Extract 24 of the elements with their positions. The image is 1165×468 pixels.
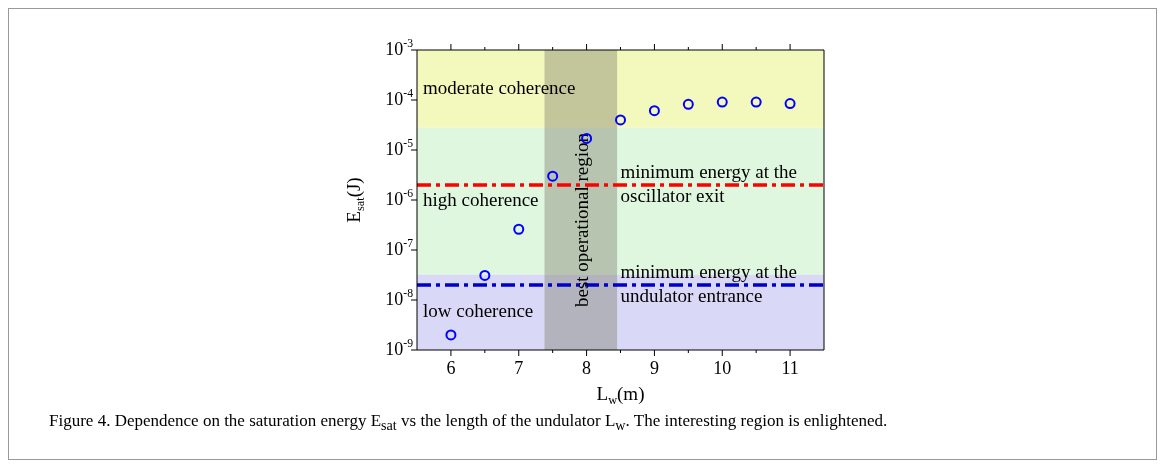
- point: [479, 269, 491, 281]
- point: [784, 98, 796, 110]
- caption: Figure 4. Dependence on the saturation energy E$_{sat}$ vs the length of the undulator L$_{w}$. The interesting region is enlightened.: [49, 411, 888, 435]
- y-axis-title: Esat(J): [342, 177, 367, 223]
- ref-line-label: minimum energy at the undulator entrance: [620, 260, 797, 306]
- point: [648, 105, 660, 117]
- band-label: low coherence: [423, 300, 534, 322]
- band-label: best operational region: [570, 132, 592, 308]
- band-label: high coherence: [423, 189, 539, 211]
- x-tick-label: 10: [713, 357, 732, 378]
- x-tick-label: 8: [582, 357, 592, 378]
- point: [547, 170, 559, 182]
- x-tick-label: 11: [781, 357, 799, 378]
- point: [513, 223, 525, 235]
- band-label: moderate coherence: [423, 76, 576, 98]
- x-tick-label: 7: [514, 357, 524, 378]
- point: [750, 96, 762, 108]
- point: [615, 114, 626, 126]
- ref-line-label: minimum energy at the oscillator exit: [620, 160, 797, 206]
- point: [445, 329, 457, 341]
- x-tick-label: 6: [446, 357, 456, 378]
- point: [682, 98, 694, 110]
- point: [716, 96, 728, 108]
- x-tick-label: 9: [649, 357, 659, 378]
